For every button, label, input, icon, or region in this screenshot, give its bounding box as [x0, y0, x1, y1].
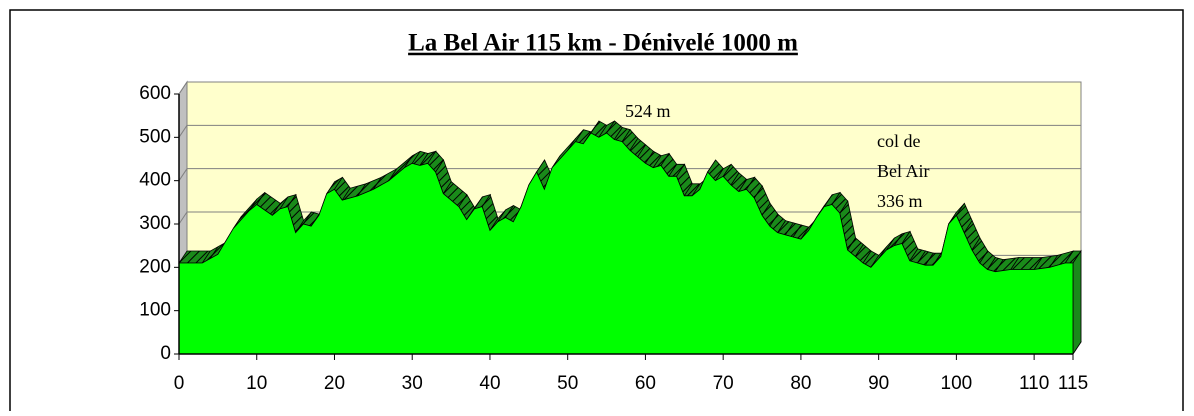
x-tick-label: 80	[790, 373, 811, 394]
annotation: 336 m	[877, 191, 923, 211]
x-tick-label: 50	[557, 373, 578, 394]
grid-line	[178, 125, 188, 138]
x-tick-label: 60	[635, 373, 656, 394]
area-side	[1072, 249, 1082, 356]
x-tick-label: 30	[402, 373, 423, 394]
x-tick-label: 40	[479, 373, 500, 394]
grid-line	[178, 81, 188, 95]
y-tick-label: 500	[139, 126, 171, 147]
y-tick-label: 400	[139, 170, 171, 191]
x-tick-label: 70	[713, 373, 734, 394]
x-tick-label: 90	[868, 373, 889, 394]
y-tick-label: 600	[139, 83, 171, 104]
area	[178, 132, 1074, 355]
grid-line	[178, 211, 188, 225]
y-tick-label: 300	[139, 213, 171, 234]
y-tick-label: 200	[139, 256, 171, 277]
x-tick-label: 0	[174, 373, 185, 394]
annotation: 524 m	[625, 101, 671, 121]
x-tick-label: 115	[1058, 373, 1088, 394]
grid-line	[178, 168, 188, 181]
chart-title: La Bel Air 115 km - Dénivelé 1000 m	[408, 30, 798, 57]
y-tick-label: 100	[139, 300, 171, 321]
annotation: col de	[877, 131, 920, 151]
x-tick-label: 110	[1019, 373, 1049, 394]
x-tick-label: 100	[941, 373, 973, 394]
x-tick-label: 20	[324, 373, 345, 394]
y-tick-label: 0	[160, 343, 171, 364]
x-tick-label: 10	[246, 373, 267, 394]
annotation: Bel Air	[877, 161, 930, 181]
